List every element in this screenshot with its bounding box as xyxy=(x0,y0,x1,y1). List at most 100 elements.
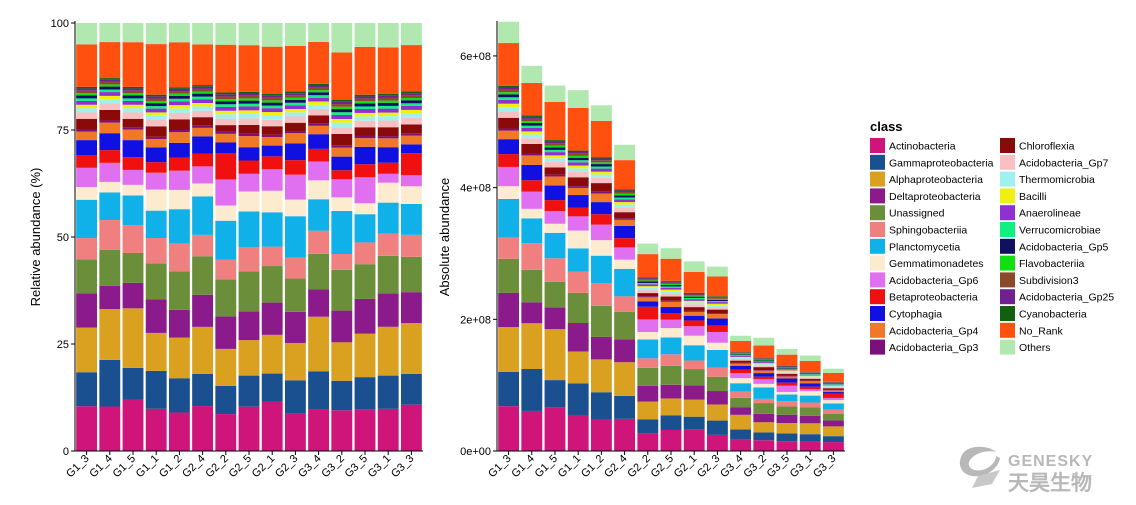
bar-segment-others-g3-5 xyxy=(777,349,798,355)
bar-segment-actinobacteria-g1-1 xyxy=(568,415,589,451)
bar-segment-sphingobacteriia-g1-1 xyxy=(146,238,167,263)
bar-segment-subdivision3-g2-3 xyxy=(285,95,306,97)
legend-swatch xyxy=(1000,306,1015,321)
legend-label: Chloroflexia xyxy=(1019,141,1075,153)
bar-segment-planctomycetia-g1-4 xyxy=(99,193,120,221)
bar-segment-no-rank-g3-5 xyxy=(777,355,798,366)
bar-segment-acidobacteria-gp5-g2-4 xyxy=(614,195,635,197)
bar-segment-sphingobacteriia-g2-3 xyxy=(285,258,306,279)
bar-segment-betaproteobacteria-g2-1 xyxy=(262,156,283,169)
bar-segment-flavobacteriia-g1-3 xyxy=(498,92,519,94)
bar-segment-acidobacteria-gp6-g3-2 xyxy=(753,379,774,384)
bar-segment-sphingobacteriia-g3-2 xyxy=(331,254,352,270)
bar-segment-subdivision3-g3-2 xyxy=(753,359,774,360)
bar-segment-gemmatimonadetes-g3-3 xyxy=(401,186,422,204)
bar-segment-acidobacteria-gp5-g3-3 xyxy=(401,100,422,103)
bar-segment-verrucomicrobiae-g3-5 xyxy=(355,106,376,109)
bar-segment-alphaproteobacteria-g1-1 xyxy=(568,351,589,383)
bar-segment-anaerolineae-g3-2 xyxy=(331,115,352,119)
bar-segment-verrucomicrobiae-g3-1 xyxy=(378,106,399,109)
bar-segment-anaerolineae-g1-1 xyxy=(568,162,589,165)
x-tick-label: G2_1 xyxy=(672,453,700,481)
bar-segment-subdivision3-g3-4 xyxy=(308,88,329,91)
legend-label: Sphingobacteriia xyxy=(889,225,967,237)
bar-segment-flavobacteriia-g3-2 xyxy=(753,360,774,361)
bar-segment-acidobacteria-gp7-g2-5 xyxy=(661,293,682,296)
bar-segment-unassigned-g3-4 xyxy=(730,398,751,408)
bar-segment-thermomicrobia-g2-1 xyxy=(262,115,283,119)
relative-abundance-chart: G1_3G1_4G1_5G1_1G1_2G2_4G2_2G2_5G2_1G2_3… xyxy=(28,18,423,480)
bar-segment-acidobacteria-gp7-g2-5 xyxy=(239,118,260,125)
bar-segment-acidobacteria-gp3-g2-5 xyxy=(661,301,682,302)
bar-segment-gemmatimonadetes-g1-5 xyxy=(545,224,566,233)
bar-segment-actinobacteria-g3-2 xyxy=(753,440,774,451)
bar-segment-gemmatimonadetes-g1-4 xyxy=(99,182,120,193)
bar-segment-flavobacteriia-g3-4 xyxy=(308,90,329,92)
bar-segment-others-g2-2 xyxy=(215,23,236,45)
bar-segment-alphaproteobacteria-g3-4 xyxy=(730,415,751,430)
legend-swatch xyxy=(870,323,885,338)
bar-segment-acidobacteria-gp7-g3-1 xyxy=(378,121,399,128)
bar-segment-betaproteobacteria-g2-4 xyxy=(192,154,213,167)
bar-segment-acidobacteria-gp6-g1-5 xyxy=(545,211,566,224)
bar-segment-gemmatimonadetes-g3-2 xyxy=(753,384,774,388)
bar-segment-gemmatimonadetes-g1-1 xyxy=(146,190,167,211)
bar-segment-others-g3-1 xyxy=(378,23,399,47)
bar-segment-acidobacteria-gp7-g1-3 xyxy=(498,111,519,117)
bar-segment-bacilli-g1-2 xyxy=(169,105,190,108)
bar-segment-acidobacteria-gp6-g2-3 xyxy=(285,175,306,200)
bar-segment-subdivision3-g1-1 xyxy=(568,154,589,156)
bar-segment-acidobacteria-gp7-g1-3 xyxy=(76,112,97,118)
bar-segment-unassigned-g1-3 xyxy=(76,259,97,293)
bar-segment-bacilli-g3-4 xyxy=(730,357,751,358)
bar-segment-unassigned-g3-2 xyxy=(331,270,352,311)
legend-swatch xyxy=(870,256,885,271)
bar-segment-subdivision3-g2-3 xyxy=(707,298,728,299)
bar-segment-acidobacteria-gp6-g1-1 xyxy=(146,173,167,190)
bar-segment-anaerolineae-g3-2 xyxy=(753,362,774,363)
bar-segment-acidobacteria-gp5-g3-2 xyxy=(753,361,774,362)
bar-segment-no-rank-g3-3 xyxy=(823,373,844,382)
bar-segment-anaerolineae-g3-1 xyxy=(378,109,399,113)
legend-item-gemmatimonadetes: Gemmatimonadetes xyxy=(870,256,984,271)
bar-segment-gemmatimonadetes-g2-2 xyxy=(637,332,658,339)
bar-segment-actinobacteria-g1-3 xyxy=(498,406,519,451)
bar-segment-sphingobacteriia-g3-5 xyxy=(777,401,798,406)
x-tick-label: G3_4 xyxy=(296,453,324,481)
x-tick-label: G2_2 xyxy=(203,453,231,481)
bar-segment-acidobacteria-gp4-g1-2 xyxy=(591,193,612,202)
bar-segment-acidobacteria-gp4-g1-3 xyxy=(76,132,97,141)
bar-segment-thermomicrobia-g3-3 xyxy=(823,386,844,387)
bar-segment-chloroflexia-g3-4 xyxy=(730,361,751,363)
bar-segment-planctomycetia-g2-1 xyxy=(684,345,705,360)
bar-segment-anaerolineae-g3-4 xyxy=(308,98,329,102)
bar-segment-acidobacteria-gp5-g3-4 xyxy=(730,354,751,355)
bar-segment-acidobacteria-gp5-g2-2 xyxy=(637,281,658,282)
bar-segment-cyanobacteria-g1-3 xyxy=(76,87,97,89)
bar-segment-anaerolineae-g2-4 xyxy=(614,199,635,202)
legend-swatch xyxy=(1000,256,1015,271)
bar-segment-cyanobacteria-g1-5 xyxy=(123,87,144,89)
bar-segment-acidobacteria-gp25-g1-1 xyxy=(146,96,167,98)
bar-segment-thermomicrobia-g3-4 xyxy=(308,105,329,109)
bar-segment-subdivision3-g3-1 xyxy=(378,98,399,101)
legend-swatch xyxy=(1000,205,1015,220)
legend-swatch xyxy=(870,222,885,237)
bar-segment-acidobacteria-gp6-g2-4 xyxy=(614,247,635,259)
legend-title: class xyxy=(870,119,903,134)
bar-segment-verrucomicrobiae-g3-3 xyxy=(823,384,844,385)
bar-segment-acidobacteria-gp25-g3-1 xyxy=(378,96,399,98)
bar-segment-acidobacteria-gp6-g3-2 xyxy=(331,179,352,197)
bar-segment-alphaproteobacteria-g3-3 xyxy=(823,426,844,436)
bar-segment-deltaproteobacteria-g3-2 xyxy=(753,414,774,422)
bar-segment-acidobacteria-gp5-g1-2 xyxy=(169,96,190,99)
bar-segment-acidobacteria-gp25-g1-2 xyxy=(591,159,612,161)
bar-segment-no-rank-g2-1 xyxy=(684,272,705,293)
bar-segment-gemmatimonadetes-g1-5 xyxy=(123,185,144,196)
x-tick-label: G2_5 xyxy=(649,453,677,481)
bar-segment-others-g3-5 xyxy=(355,23,376,47)
bar-segment-cytophagia-g3-2 xyxy=(753,373,774,377)
bar-segment-alphaproteobacteria-g2-4 xyxy=(192,327,213,374)
bar-segment-alphaproteobacteria-g3-4 xyxy=(308,317,329,372)
bar-segment-planctomycetia-g3-3 xyxy=(401,204,422,235)
